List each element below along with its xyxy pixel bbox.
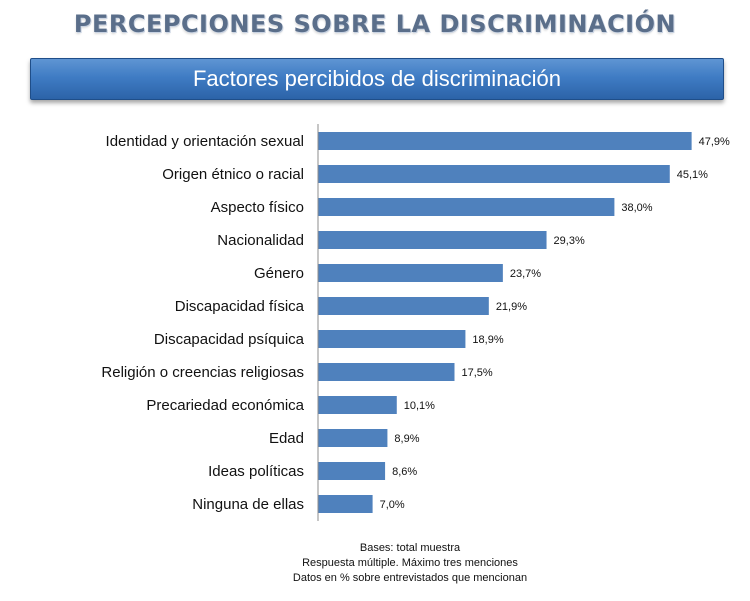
category-label: Origen étnico o racial xyxy=(162,166,304,183)
bar xyxy=(318,231,547,249)
note-bases: Bases: total muestra xyxy=(359,542,461,554)
data-label: 29,3% xyxy=(554,235,585,247)
bar xyxy=(318,363,455,381)
bar xyxy=(318,132,692,150)
data-label: 47,9% xyxy=(699,136,730,148)
data-label: 7,0% xyxy=(380,499,405,511)
data-label: 21,9% xyxy=(496,301,527,313)
category-label: Nacionalidad xyxy=(217,232,304,249)
data-label: 23,7% xyxy=(510,268,541,280)
data-label: 18,9% xyxy=(472,334,503,346)
category-label: Discapacidad psíquica xyxy=(154,331,305,348)
category-label: Género xyxy=(254,265,304,282)
data-label: 8,9% xyxy=(394,433,419,445)
category-label: Religión o creencias religiosas xyxy=(101,364,304,381)
category-label: Ideas políticas xyxy=(208,463,304,480)
bars-group: Identidad y orientación sexual 47,9% Orige… xyxy=(101,132,730,513)
bar xyxy=(318,396,397,414)
chart-notes: Bases: total muestra Respuesta múltiple.… xyxy=(0,541,750,586)
bar xyxy=(318,462,386,480)
bar xyxy=(318,429,388,447)
bar xyxy=(318,264,503,282)
data-label: 45,1% xyxy=(677,169,708,181)
category-label: Edad xyxy=(269,430,304,447)
category-label: Identidad y orientación sexual xyxy=(106,133,304,150)
category-label: Precariedad económica xyxy=(146,397,304,414)
data-label: 17,5% xyxy=(462,367,493,379)
bar xyxy=(318,198,615,216)
data-label: 38,0% xyxy=(621,202,652,214)
note-data-units: Datos en % sobre entrevistados que menci… xyxy=(292,572,528,584)
data-label: 8,6% xyxy=(392,466,417,478)
category-label: Ninguna de ellas xyxy=(192,496,304,513)
bar xyxy=(318,330,466,348)
bar xyxy=(318,495,373,513)
chart-subtitle-banner: Factores percibidos de discriminación xyxy=(30,58,724,100)
category-label: Discapacidad física xyxy=(175,298,305,315)
bar xyxy=(318,297,489,315)
main-title: PERCEPCIONES SOBRE LA DISCRIMINACIÓN xyxy=(73,10,677,38)
note-multiple-response: Respuesta múltiple. Máximo tres mencione… xyxy=(302,557,518,569)
data-label: 10,1% xyxy=(404,400,435,412)
category-label: Aspecto físico xyxy=(211,199,304,216)
bar xyxy=(318,165,670,183)
